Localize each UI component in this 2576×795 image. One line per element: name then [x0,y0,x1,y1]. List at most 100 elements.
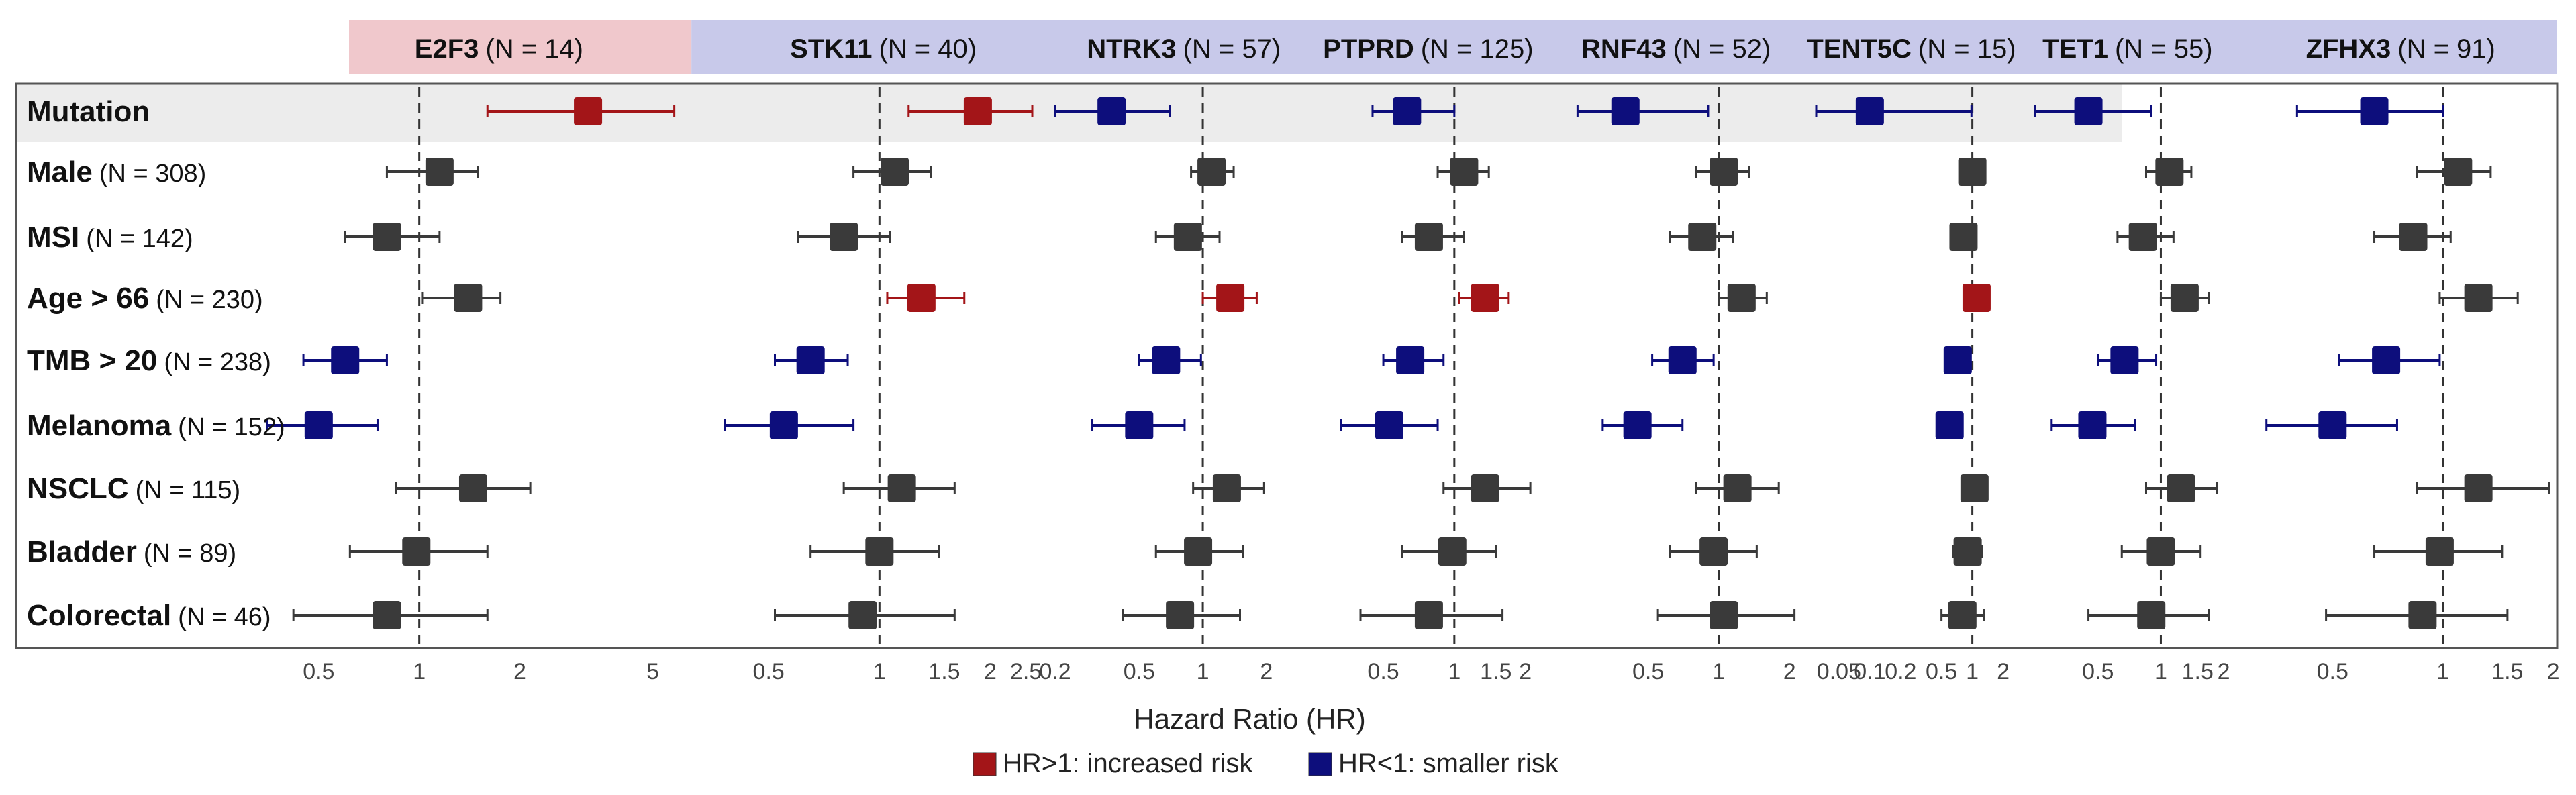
hr-point [1723,474,1752,502]
tick-label: 2 [1260,659,1273,684]
hr-point [2408,601,2437,629]
hr-point [1414,601,1443,629]
hr-point [1668,346,1697,374]
tick-label: 1.5 [1480,659,1512,684]
tick-label: 1 [2436,659,2449,684]
hr-point [1396,346,1425,374]
hr-point [1173,223,1202,251]
tick-label: 1 [2154,659,2167,684]
hr-point [373,601,401,629]
tick-label: 2 [1519,659,1532,684]
hr-point [1958,158,1987,186]
gene-header-label: TENT5C (N = 15) [1807,34,2016,64]
panel-ptprd: 0.5 1 1.5 2 [1340,87,1532,684]
hr-point [2155,158,2184,186]
hr-point [2399,223,2428,251]
hr-point [2318,411,2347,439]
hr-point [1216,284,1245,312]
hr-point [1125,411,1154,439]
hr-point [2170,284,2199,312]
hr-point [1375,411,1403,439]
hr-point [881,158,909,186]
row-label: Melanoma (N = 152) [27,409,285,442]
tick-label: 2 [2218,659,2230,684]
hr-point [796,346,825,374]
tick-label: 2 [984,659,997,684]
hr-point [1414,223,1443,251]
hr-point [1166,601,1195,629]
hr-point [1471,474,1499,502]
row-label: Colorectal (N = 46) [27,599,271,632]
tick-label: 0.5 [753,659,785,684]
panel-zfhx3: 0.5 1 1.5 2 [2265,87,2560,684]
tick-label: 1 [873,659,886,684]
gene-header-label: RNF43 (N = 52) [1581,34,1771,64]
hr-point [2128,223,2157,251]
gene-header-label: NTRK3 (N = 57) [1087,34,1281,64]
hr-point [830,223,858,251]
tick-label: 1 [1197,659,1209,684]
hr-point [887,474,916,502]
hr-point [1943,346,1972,374]
hr-point [848,601,877,629]
tick-label: 0.5 [1124,659,1155,684]
hr-point [1623,411,1652,439]
tick-label: 0.5 [2317,659,2348,684]
hr-point [1710,601,1738,629]
tick-label: 5 [646,659,659,684]
hr-point [1935,411,1964,439]
legend-swatch-smaller [1308,752,1332,776]
tick-label: 0.5 [2082,659,2114,684]
tick-label: 0.1 [1854,659,1885,684]
tick-label: 1.5 [2491,659,2523,684]
panel-tent5c: 0.050.10.2 0.5 1 2 [1815,87,2010,684]
hr-point [2372,346,2401,374]
hr-point [2110,346,2139,374]
tick-label: 1 [413,659,426,684]
header-band-pink [349,20,692,74]
hr-point [1949,223,1978,251]
tick-label: 2 [1997,659,2010,684]
row-label: Age > 66 (N = 230) [27,282,263,315]
hr-point [2078,411,2107,439]
hr-point [1611,97,1640,125]
hr-point [1953,537,1982,566]
tick-label: 1 [1966,659,1979,684]
hr-point [2360,97,2389,125]
hr-point [2167,474,2195,502]
hr-point [2074,97,2103,125]
hr-point [1450,158,1479,186]
hr-point [402,537,431,566]
hr-point [2146,537,2175,566]
tick-label: 0.5 [1926,659,1957,684]
row-label: NSCLC (N = 115) [27,472,240,505]
panel-e2f3: 0.5 1 2 5 [266,87,676,684]
hr-point [1393,97,1422,125]
legend-label-smaller: HR<1: smaller risk [1338,749,1559,778]
hr-point [963,97,992,125]
hr-point [1184,537,1213,566]
hr-point [1699,537,1728,566]
row-label: TMB > 20 (N = 238) [27,344,271,377]
hr-point [331,346,360,374]
hr-point [458,474,487,502]
tick-label: 0.5 [1632,659,1664,684]
hr-point [769,411,798,439]
hr-point [1962,284,1991,312]
panel-ntrk3: 0.2 0.5 1 2 [1039,87,1273,684]
legend: HR>1: increased risk HR<1: smaller risk [973,749,1559,778]
hr-point [574,97,603,125]
hr-point [454,284,483,312]
gene-header-label: ZFHX3 (N = 91) [2306,34,2495,64]
hr-point [1438,537,1467,566]
hr-point [1710,158,1738,186]
hr-point [304,411,333,439]
hr-point [1197,158,1226,186]
legend-label-increased: HR>1: increased risk [1003,749,1253,778]
hr-point [1960,474,1989,502]
gene-headers: E2F3 (N = 14) STK11 (N = 40) NTRK3 (N = 57) PT… [349,20,2557,74]
row-label: MSI (N = 142) [27,221,193,254]
x-axis-title: Hazard Ratio (HR) [1134,703,1365,735]
tick-label: 1 [1712,659,1725,684]
